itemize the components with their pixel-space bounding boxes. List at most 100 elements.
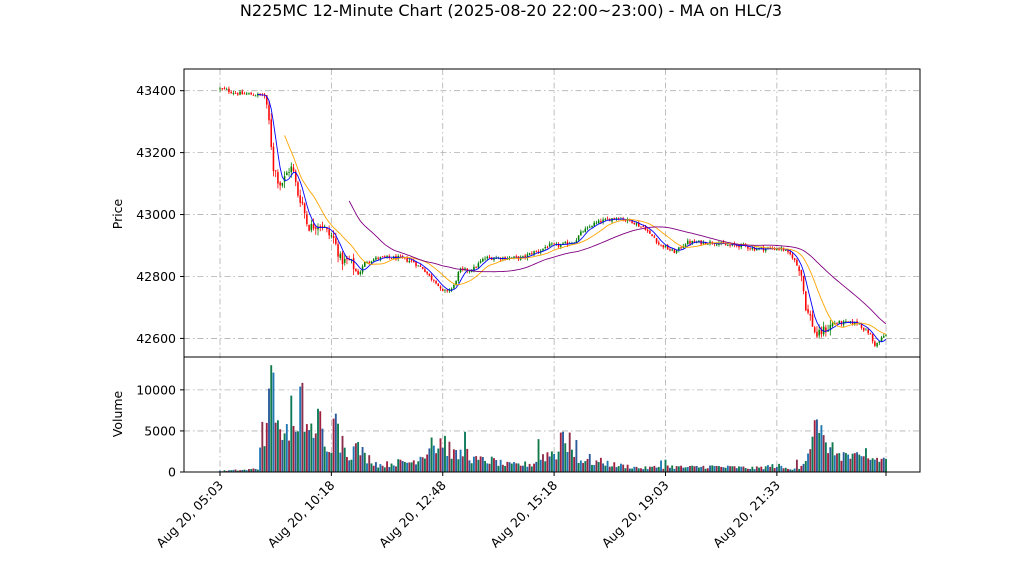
candle-body <box>693 240 696 243</box>
candle-body <box>787 250 789 253</box>
candle-body <box>450 288 453 290</box>
candle-body <box>640 226 642 228</box>
candle-body <box>493 258 495 260</box>
candle-body <box>435 280 437 284</box>
volume-bar <box>622 464 625 472</box>
candle-body <box>764 248 767 251</box>
volume-bar <box>397 459 400 472</box>
volume-bar <box>691 465 694 472</box>
volume-bar <box>381 465 384 472</box>
candle-body <box>829 325 832 331</box>
volume-bar <box>767 465 769 472</box>
candle-body <box>751 247 754 250</box>
volume-panel-frame <box>183 356 921 473</box>
candle-body <box>564 242 567 244</box>
volume-bar <box>555 459 558 472</box>
candle-body <box>798 266 800 271</box>
volume-bar <box>330 452 333 472</box>
volume-bar <box>544 461 547 472</box>
candle-body <box>332 236 335 238</box>
moving-average-lines <box>257 93 887 343</box>
volume-bar <box>620 463 622 472</box>
candle-body <box>664 245 667 248</box>
candle-body <box>330 235 333 237</box>
volume-bar <box>673 468 676 472</box>
candle-body <box>486 256 489 259</box>
volume-bar <box>575 439 578 472</box>
volume-bar <box>368 455 371 472</box>
candle-body <box>513 256 515 258</box>
volume-bar <box>542 454 544 472</box>
volume-bar <box>862 456 865 472</box>
volume-bar <box>822 435 825 472</box>
candle-body <box>836 323 838 325</box>
volume-bar <box>475 456 478 472</box>
volume-bar <box>802 463 805 472</box>
candle-body <box>776 249 778 250</box>
volume-bar <box>686 466 689 472</box>
moving-average-line <box>284 135 887 335</box>
volume-bar <box>232 469 235 472</box>
candle-body <box>707 243 709 245</box>
volume-y-axis: 0 5000 10000 <box>136 382 184 480</box>
volume-bar <box>350 459 353 472</box>
candle-body <box>524 255 526 258</box>
candle-body <box>796 260 798 266</box>
volume-bar <box>573 456 576 472</box>
volume-bar <box>689 465 691 472</box>
volume-bar <box>642 469 645 472</box>
volume-bar <box>700 466 703 472</box>
volume-bar <box>490 456 493 472</box>
volume-bar <box>778 463 781 472</box>
price-axis-label: Price <box>110 198 125 229</box>
candle-body <box>335 238 337 244</box>
volume-bar <box>361 447 364 472</box>
candle-body <box>678 247 680 251</box>
volume-bar <box>450 458 453 472</box>
volume-bar <box>838 453 841 472</box>
candle-body <box>805 291 807 311</box>
volume-bar <box>390 463 393 472</box>
volume-bar <box>250 469 253 472</box>
candle-body <box>869 333 872 335</box>
volume-bar <box>633 466 636 472</box>
volume-bar <box>873 459 876 472</box>
volume-bar <box>426 454 429 472</box>
candle-body <box>606 218 609 220</box>
volume-bar <box>428 448 431 472</box>
volume-bar <box>684 467 687 472</box>
volume-bar <box>539 459 542 472</box>
volume-bar <box>749 468 752 472</box>
volume-bar <box>836 453 838 472</box>
volume-bar <box>553 453 556 472</box>
volume-bar <box>626 464 629 472</box>
volume-bar <box>337 423 339 472</box>
volume-bar <box>744 468 747 472</box>
candle-body <box>885 334 887 336</box>
candle-body <box>268 104 270 121</box>
candle-body <box>279 182 281 186</box>
volume-tick-label: 5000 <box>144 423 176 438</box>
volume-bar <box>464 431 466 472</box>
volume-bar <box>374 462 377 472</box>
x-tick-label: Aug 20, 10:18 <box>264 477 337 550</box>
candle-body <box>802 275 805 292</box>
candle-body <box>651 234 653 237</box>
volume-bar <box>406 462 409 472</box>
volume-bar <box>421 457 424 472</box>
candle-body <box>479 261 482 263</box>
volume-bar <box>268 388 270 472</box>
volume-bar <box>357 442 360 472</box>
candle-body <box>370 261 373 263</box>
candle-body <box>312 224 315 229</box>
candle-body <box>352 258 355 270</box>
price-tick-label: 42800 <box>136 269 176 284</box>
candle-body <box>421 267 424 269</box>
volume-bar <box>851 453 854 472</box>
volume-bar <box>314 433 317 472</box>
volume-bar <box>288 440 290 472</box>
volume-bar <box>651 466 654 472</box>
candle-body <box>252 95 255 96</box>
candle-body <box>306 214 308 225</box>
